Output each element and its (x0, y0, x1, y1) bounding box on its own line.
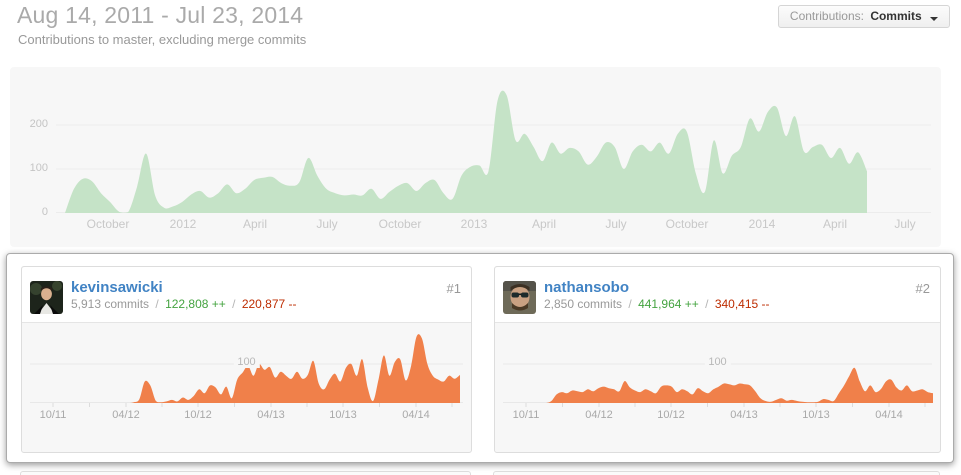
separator: / (705, 297, 709, 311)
x-tick-label: April (531, 217, 557, 231)
next-contributor-card-partial (493, 471, 940, 475)
contributor-card-header: kevinsawicki #1 5,913 commits / 122,808 … (22, 267, 471, 323)
x-tick-label: 10/13 (802, 409, 830, 421)
x-tick-label: 10/12 (657, 409, 685, 421)
x-tick-label: 10/12 (184, 409, 212, 421)
contributor-username-link[interactable]: kevinsawicki (71, 279, 163, 296)
contributor-card-header: nathansobo #2 2,850 commits / 441,964 ++… (495, 267, 940, 323)
x-tick-label: April (242, 217, 268, 231)
x-tick-label: October (86, 217, 130, 231)
x-tick-label: 04/12 (112, 409, 140, 421)
deletions-count: 220,877 -- (241, 297, 297, 311)
avatar-kevinsawicki[interactable] (30, 281, 63, 314)
next-contributor-card-partial (20, 471, 471, 475)
contributions-filter-button[interactable]: Contributions: Commits (777, 5, 950, 28)
contributor-card-kevinsawicki: kevinsawicki #1 5,913 commits / 122,808 … (21, 266, 472, 453)
contributor-rank: #2 (915, 281, 930, 296)
contributor-username-link[interactable]: nathansobo (544, 279, 629, 296)
x-tick-label: 04/14 (875, 409, 903, 421)
y-tick-label: 200 (29, 118, 48, 131)
x-tick-label: 04/12 (585, 409, 613, 421)
x-tick-label: 2013 (460, 217, 488, 231)
y-tick-label: 100 (29, 162, 48, 175)
y-tick-label: 0 (41, 206, 48, 218)
x-tick-label: 2012 (169, 217, 197, 231)
area-chart (56, 90, 931, 213)
additions-count: 122,808 ++ (165, 297, 226, 311)
contributor-graph-nathansobo: 100 10/11 04/12 10/12 04/13 10/13 04/14 (495, 323, 940, 452)
x-tick-label: 10/13 (329, 409, 357, 421)
commits-count: 5,913 commits (71, 297, 150, 311)
x-tick-label: July (605, 217, 627, 231)
graph-subtitle: Contributions to master, excluding merge… (18, 32, 307, 47)
deletions-count: 340,415 -- (714, 297, 770, 311)
y-100-gridline-label: 100 (233, 355, 260, 368)
separator: / (628, 297, 632, 311)
x-tick-label: April (822, 217, 848, 231)
x-tick-label: 10/11 (512, 409, 540, 421)
contributor-card-nathansobo: nathansobo #2 2,850 commits / 441,964 ++… (494, 266, 941, 453)
x-tick-label: July (894, 217, 916, 231)
contributor-stats: 5,913 commits / 122,808 ++ / 220,877 -- (71, 297, 297, 311)
contributor-graph-kevinsawicki: 100 10/11 04/12 10/12 04/13 10/13 04/14 (22, 323, 471, 452)
x-tick-label: July (316, 217, 338, 231)
filter-value: Commits (870, 9, 922, 23)
x-tick-label: 10/11 (39, 409, 67, 421)
x-tick-label: 04/13 (730, 409, 758, 421)
contributor-rank: #1 (446, 281, 461, 296)
separator: / (155, 297, 159, 311)
top-contributors-panel: kevinsawicki #1 5,913 commits / 122,808 … (6, 253, 954, 463)
avatar-nathansobo[interactable] (503, 281, 536, 314)
x-tick-label: 04/14 (402, 409, 430, 421)
all-contributions-graph[interactable]: 0 100 200 October 2012 April July October 2013 A… (10, 67, 941, 247)
x-tick-label: October (665, 217, 709, 231)
additions-count: 441,964 ++ (638, 297, 699, 311)
commits-count: 2,850 commits (544, 297, 623, 311)
x-tick-label: 2014 (748, 217, 776, 231)
date-range-title: Aug 14, 2011 - Jul 23, 2014 (17, 2, 304, 28)
y-100-gridline-label: 100 (704, 355, 731, 368)
caret-down-icon (930, 17, 938, 25)
x-tick-label: 04/13 (257, 409, 285, 421)
filter-label: Contributions: (789, 9, 864, 23)
contributor-stats: 2,850 commits / 441,964 ++ / 340,415 -- (544, 297, 770, 311)
separator: / (232, 297, 236, 311)
x-tick-label: October (378, 217, 422, 231)
